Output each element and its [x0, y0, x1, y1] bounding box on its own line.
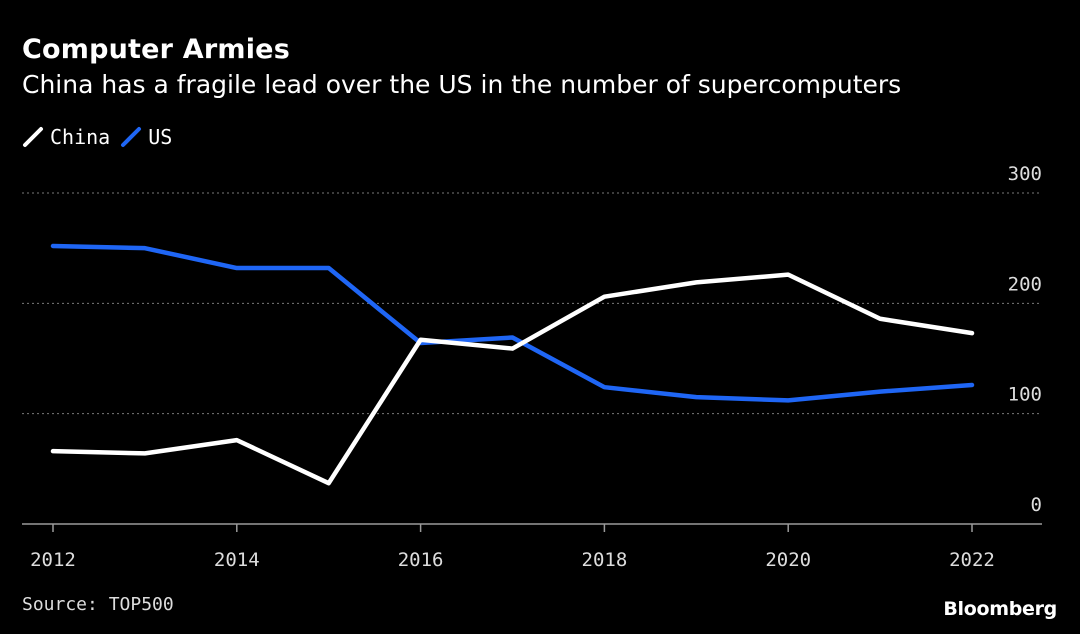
- x-tick-label-2020: 2020: [765, 549, 811, 571]
- x-tick-label-2018: 2018: [582, 549, 628, 571]
- legend-label-china: China: [50, 125, 111, 149]
- x-tick-label-2012: 2012: [30, 549, 76, 571]
- x-tick-label-2022: 2022: [949, 549, 995, 571]
- x-tick-label-2014: 2014: [214, 549, 260, 571]
- series-line-china: [50, 272, 975, 486]
- legend-label-us: US: [148, 125, 173, 149]
- legend-item-us: US: [120, 125, 172, 149]
- legend-swatch-us: [120, 126, 142, 148]
- y-tick-label-300: 300: [1008, 163, 1042, 185]
- legend: China US: [22, 125, 172, 149]
- y-tick-label-200: 200: [1008, 273, 1042, 295]
- source-note: Source: TOP500: [22, 594, 174, 615]
- bloomberg-logo: Bloomberg: [943, 598, 1057, 620]
- legend-item-china: China: [22, 125, 110, 149]
- chart-subtitle: China has a fragile lead over the US in …: [22, 70, 902, 99]
- y-tick-label-100: 100: [1008, 384, 1042, 406]
- legend-swatch-china: [22, 126, 44, 148]
- x-tick-label-2016: 2016: [398, 549, 444, 571]
- y-tick-label-0: 0: [1031, 494, 1042, 516]
- chart-title: Computer Armies: [22, 34, 290, 65]
- series-line-us: [50, 243, 975, 403]
